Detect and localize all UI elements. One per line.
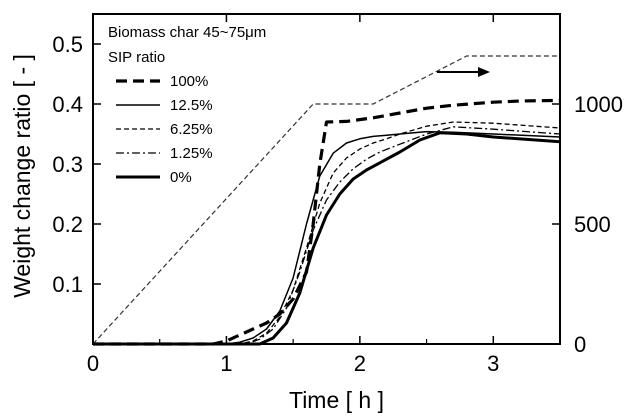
series-line-3 <box>93 126 561 345</box>
series-line-2 <box>93 121 561 345</box>
x-tick-label-3: 3 <box>487 351 499 376</box>
y-tick-label-0: 0.1 <box>52 272 83 297</box>
series-line-1 <box>93 130 561 345</box>
plot-frame <box>92 13 561 345</box>
legend: Biomass char 45~75μm SIP ratio 100% 12.5%… <box>108 24 266 186</box>
y-axis-label: Weight change ratio [ - ] <box>9 54 35 298</box>
plot-area: 0 1 2 3 0.1 0.2 0.3 0.4 0.5 0 500 1000 <box>52 13 623 376</box>
legend-label-4: 0% <box>170 169 192 186</box>
legend-label-3: 1.25% <box>170 145 213 162</box>
arrow-annotation-head <box>478 67 490 77</box>
temperature-program-line <box>92 55 560 345</box>
legend-label-0: 100% <box>170 73 208 90</box>
x-tick-label-0: 0 <box>87 351 99 376</box>
x-axis-label: Time [ h ] <box>289 387 384 413</box>
y2-tick-label-2: 1000 <box>574 92 623 117</box>
y-tick-label-3: 0.4 <box>52 92 83 117</box>
x-tick-label-1: 1 <box>220 351 232 376</box>
x-tick-label-2: 2 <box>354 351 366 376</box>
y-tick-label-4: 0.5 <box>52 32 83 57</box>
legend-title-line1: Biomass char 45~75μm <box>108 24 266 41</box>
y-tick-label-1: 0.2 <box>52 212 83 237</box>
y2-tick-label-1: 500 <box>574 212 611 237</box>
legend-label-1: 12.5% <box>170 97 213 114</box>
series-line-0 <box>93 98 561 346</box>
y-tick-label-2: 0.3 <box>52 152 83 177</box>
y2-tick-label-0: 0 <box>574 332 586 357</box>
legend-title-line2: SIP ratio <box>108 49 165 66</box>
series-line-4 <box>93 131 561 346</box>
legend-label-2: 6.25% <box>170 121 213 138</box>
